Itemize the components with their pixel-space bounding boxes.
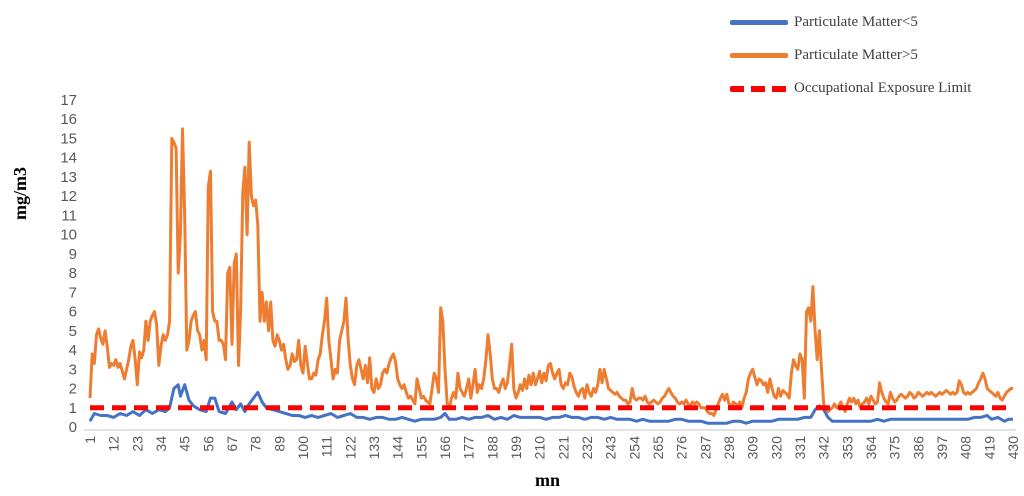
x-tick-label: 397 [934,436,950,460]
y-tick-label: 12 [60,188,77,205]
blue-line-swatch-icon [730,20,788,25]
x-tick-label: 199 [508,436,524,460]
x-tick-label: 353 [839,436,855,460]
x-tick-label: 122 [342,436,358,460]
x-tick-label: 243 [603,436,619,460]
y-tick-label: 11 [61,207,77,224]
y-tick-label: 5 [69,323,77,340]
x-tick-label: 56 [200,436,216,452]
x-tick-label: 232 [579,436,595,460]
y-tick-label: 8 [69,265,77,282]
legend-label: Particulate Matter>5 [794,47,918,63]
y-tick-label: 15 [60,130,77,147]
y-axis-title: mg/m3 [10,167,30,220]
y-tick-label: 0 [69,419,77,436]
series-group [88,127,1013,425]
x-tick-label: 309 [745,436,761,460]
x-tick-label: 298 [721,436,737,460]
x-tick-label: 419 [981,436,997,460]
x-tick-label: 188 [484,436,500,460]
legend-item-pm-over-5: Particulate Matter>5 [730,39,971,72]
x-tick-label: 408 [958,436,974,460]
x-tick-label: 375 [887,436,903,460]
legend: Particulate Matter<5 Particulate Matter>… [730,6,971,105]
x-tick-label: 23 [129,436,145,452]
y-tick-label: 6 [69,304,77,321]
y-tick-label: 16 [60,111,77,128]
y-tick-label: 3 [69,361,77,378]
x-tick-label: 100 [295,436,311,460]
x-tick-label: 133 [366,436,382,460]
x-tick-label: 221 [555,436,571,460]
x-tick-label: 430 [1005,436,1021,460]
x-tick-label: 144 [390,436,406,460]
x-tick-label: 254 [626,436,642,460]
x-axis-ticks: 1 12 23 34 45 56 67 78 89 100 111 122 133 144 155 166 17… [82,436,1021,460]
x-tick-label: 331 [792,436,808,460]
x-tick-label: 210 [532,436,548,460]
orange-line-swatch-icon [730,53,788,58]
y-tick-label: 13 [60,169,77,186]
y-tick-label: 2 [69,381,77,398]
x-tick-label: 177 [461,436,477,460]
y-tick-label: 7 [69,284,77,301]
y-tick-label: 17 [60,92,77,109]
x-tick-label: 320 [768,436,784,460]
x-tick-label: 265 [650,436,666,460]
y-tick-label: 10 [60,227,77,244]
x-tick-label: 1 [82,436,98,444]
legend-label: Particulate Matter<5 [794,14,918,30]
y-tick-label: 9 [69,246,77,263]
x-tick-label: 364 [863,436,879,460]
legend-item-exposure-limit: Occupational Exposure Limit [730,72,971,105]
y-tick-label: 14 [60,150,77,167]
x-tick-label: 78 [248,436,264,452]
x-tick-label: 89 [271,436,287,452]
x-tick-label: 111 [319,436,335,457]
red-dashed-line-swatch-icon [730,85,788,92]
x-tick-label: 34 [153,436,169,452]
x-tick-label: 155 [413,436,429,460]
legend-label: Occupational Exposure Limit [794,80,972,96]
x-tick-label: 45 [177,436,193,452]
x-tick-label: 166 [437,436,453,460]
x-tick-label: 12 [106,436,122,452]
y-tick-label: 1 [69,400,77,417]
legend-item-pm-under-5: Particulate Matter<5 [730,6,971,39]
x-tick-label: 342 [816,436,832,460]
x-tick-label: 287 [697,436,713,460]
x-axis-title: mn [535,470,561,490]
y-tick-label: 4 [69,342,77,359]
x-tick-label: 276 [674,436,690,460]
series-line-particulate-matter-5 [88,127,1013,417]
x-tick-label: 386 [910,436,926,460]
x-tick-label: 67 [224,436,240,452]
